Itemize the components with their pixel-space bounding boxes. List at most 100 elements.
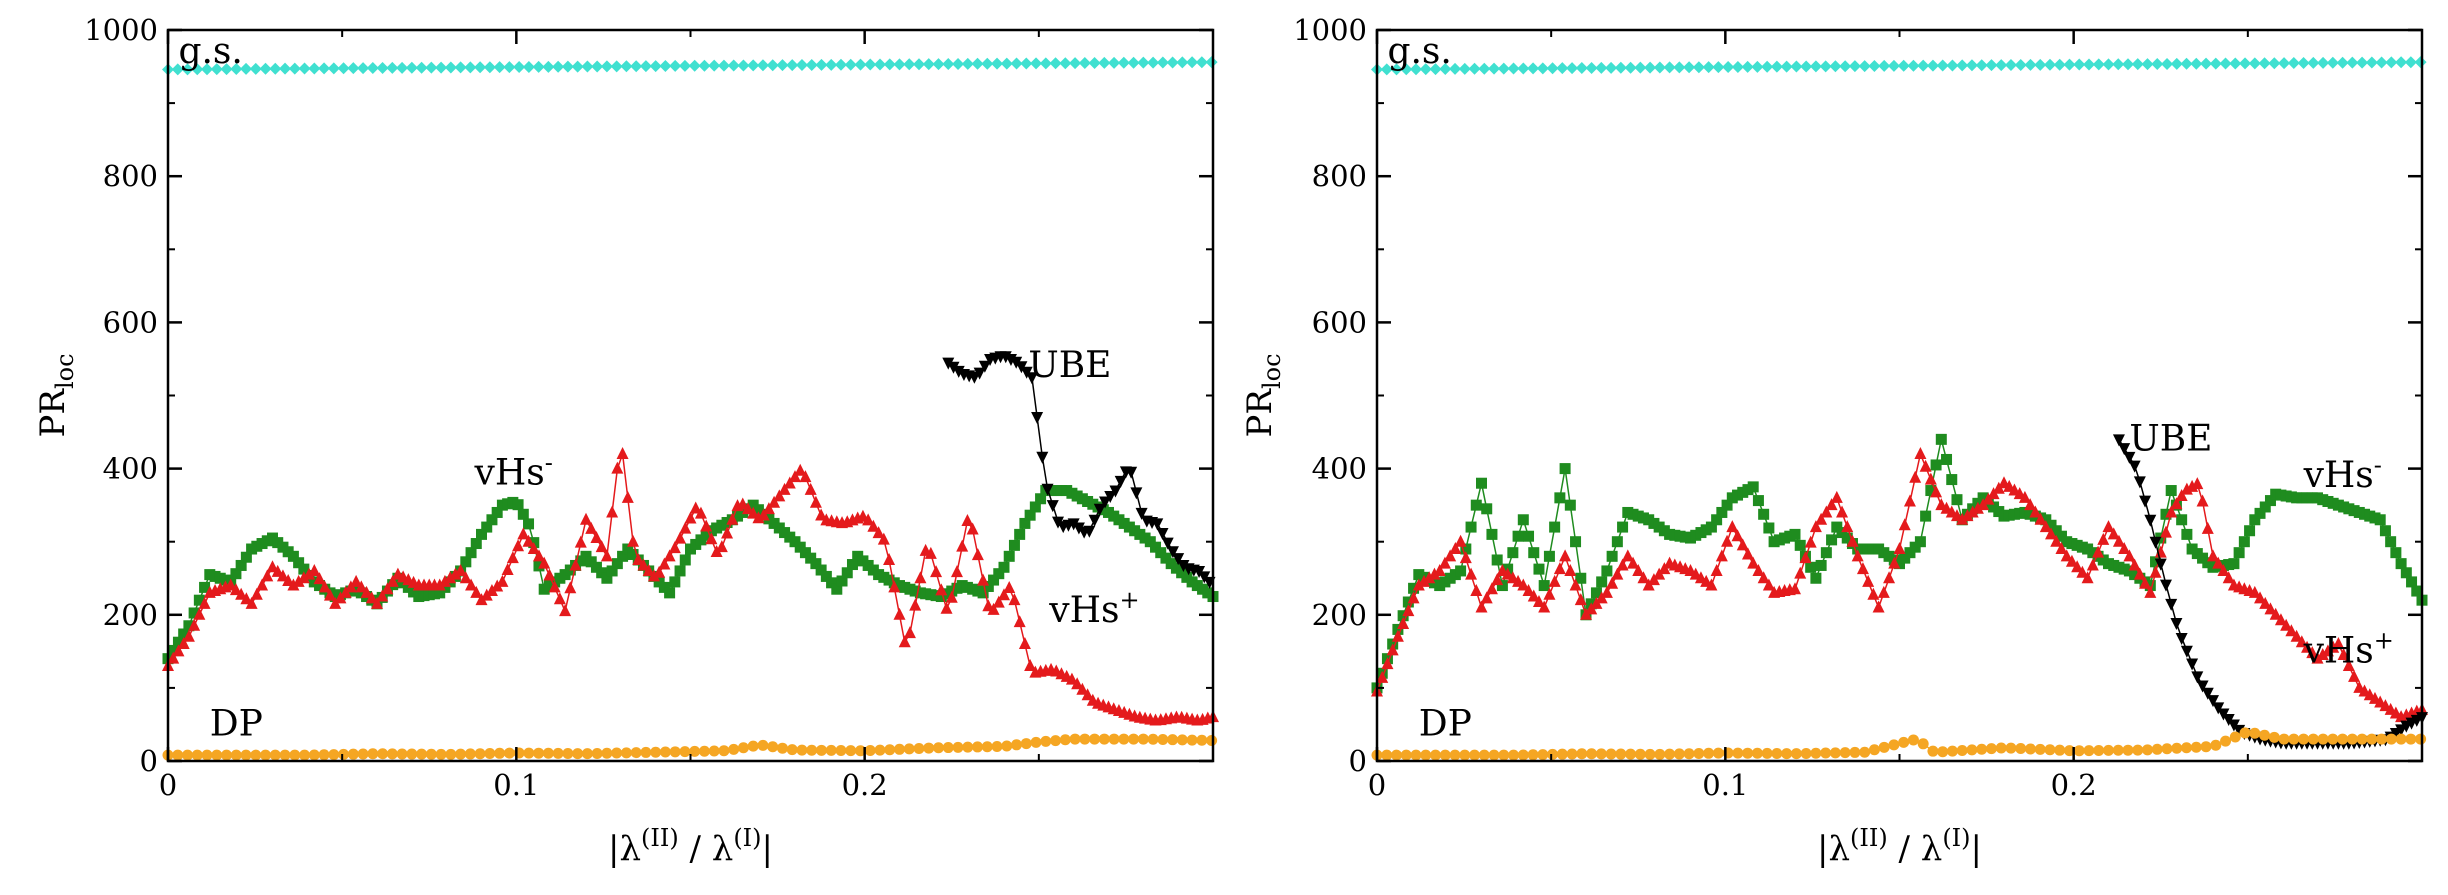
vHs--point — [611, 558, 623, 570]
vHs+-point — [506, 551, 519, 564]
vHs+-point — [1081, 688, 1094, 701]
UBE-point — [2123, 451, 2136, 464]
vHs--point — [1758, 508, 1770, 520]
vHs--point — [230, 568, 242, 580]
g.s.-point — [971, 57, 984, 70]
vHs+-point — [903, 626, 916, 639]
vHs--point — [1815, 559, 1827, 571]
vHs+-point — [1018, 637, 1031, 650]
g.s.-point — [620, 60, 633, 73]
vHs+-point — [1386, 643, 1399, 656]
vHs--point — [2144, 580, 2156, 592]
vHs--point — [2374, 514, 2386, 526]
vHs--point — [1752, 495, 1764, 507]
vHs+-point — [1877, 585, 1890, 598]
vHs--point — [199, 581, 211, 593]
vHs--point — [533, 560, 545, 572]
vHs--point — [517, 508, 529, 520]
vHs--point — [601, 572, 613, 584]
g.s.-point — [1020, 57, 1033, 70]
UBE-point — [1166, 546, 1179, 559]
DP-point — [455, 748, 467, 760]
DP-point — [494, 747, 506, 759]
UBE-point — [1125, 466, 1138, 479]
DP-point — [640, 746, 652, 758]
g.s.-point — [464, 61, 477, 74]
g.s.-point — [698, 59, 711, 72]
g.s.-point — [942, 58, 955, 71]
UBE-point — [1088, 514, 1101, 527]
g.s.-point — [1585, 61, 1598, 74]
vHs+-point — [1705, 578, 1718, 591]
DP-point — [523, 747, 535, 759]
g.s.-point — [1546, 62, 1559, 75]
vHs+-point — [1527, 589, 1540, 602]
vHs+-point — [1830, 490, 1843, 503]
g.s.-point — [347, 62, 360, 75]
vHs+-point — [2191, 477, 2204, 490]
x-tick-label: 0.2 — [842, 768, 888, 802]
DP-point — [230, 749, 242, 761]
vHs+-point — [1428, 567, 1441, 580]
vHs+-point — [2065, 554, 2078, 567]
vHs+-point — [768, 495, 781, 508]
g.s.-point — [688, 59, 701, 72]
vHs+-point — [1632, 563, 1645, 576]
DP-point — [386, 748, 398, 760]
UBE-point — [1041, 483, 1054, 496]
DP-point — [1478, 749, 1490, 761]
vHs--point — [1014, 528, 1026, 540]
UBE-point — [1083, 525, 1096, 538]
vHs+-point — [1065, 672, 1078, 685]
vHs+-point — [2060, 549, 2073, 562]
g.s.-point — [1117, 56, 1130, 69]
vHs+-point — [1538, 600, 1551, 613]
g.s.-point — [483, 61, 496, 74]
DP-point — [2210, 739, 2222, 751]
g.s.-point — [1556, 62, 1569, 75]
g.s.-point — [327, 62, 340, 75]
vHs--point — [836, 575, 848, 587]
vHs+-point — [1924, 472, 1937, 485]
vHs--point — [1596, 576, 1608, 588]
vHs+-point — [172, 644, 185, 657]
DP-point — [1985, 743, 1997, 755]
DP-point — [1966, 744, 1978, 756]
DP-point — [211, 749, 223, 761]
DP-point — [1810, 747, 1822, 759]
DP-point — [1157, 733, 1169, 745]
DP-point — [1186, 734, 1198, 746]
vHs--point — [1523, 530, 1535, 542]
vHs+-point — [1480, 591, 1493, 604]
DP-point — [728, 743, 740, 755]
g.s.-point — [1195, 56, 1208, 69]
vHs+-point — [1898, 518, 1911, 531]
g.s.-point — [1848, 60, 1861, 73]
vHs--point — [826, 577, 838, 589]
DP-point — [767, 741, 779, 753]
vHs+-point — [2081, 571, 2094, 584]
DP-point — [1586, 748, 1598, 760]
annotation-dp: DP — [210, 703, 263, 744]
DP-point — [1391, 749, 1403, 761]
DP-point — [1420, 749, 1432, 761]
DP-point — [2083, 745, 2095, 757]
y-tick-label: 0 — [140, 744, 158, 778]
vHs+-point — [2207, 549, 2219, 562]
vHs--point — [1920, 510, 1932, 522]
vHs+-point — [1574, 593, 1587, 606]
vHs+-point — [1762, 578, 1775, 591]
g.s.-point — [1809, 60, 1822, 73]
vHs+-point — [470, 585, 483, 598]
DP-point — [2151, 743, 2163, 755]
vHs--point — [2395, 558, 2407, 570]
g.s.-point — [415, 61, 428, 74]
UBE-point — [1135, 507, 1148, 520]
vHs+-point — [1553, 562, 1566, 575]
DP-point — [1128, 733, 1140, 745]
UBE-point — [2133, 476, 2146, 489]
DP-point — [1020, 738, 1032, 750]
vHs+-point — [689, 501, 702, 514]
g.s.-point — [922, 58, 935, 71]
y-tick-label: 400 — [103, 452, 158, 486]
